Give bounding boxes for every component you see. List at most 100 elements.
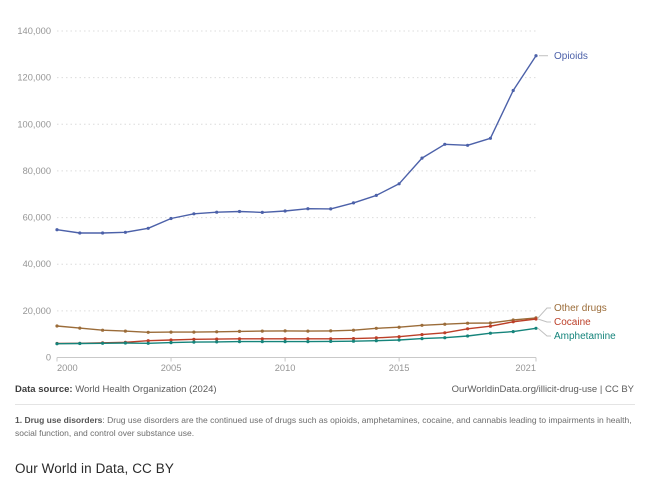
amphetamine-point <box>374 339 378 343</box>
opioids-point <box>237 209 242 214</box>
amphetamine-point <box>123 341 127 345</box>
cocaine-point <box>283 337 287 341</box>
other-drugs-point <box>123 329 127 333</box>
amphetamine-point <box>237 340 242 344</box>
data-source[interactable]: Data source: World Health Organization (… <box>15 384 217 395</box>
cocaine-point <box>397 335 401 339</box>
opioids-point <box>78 231 82 235</box>
other-drugs-point <box>101 328 105 332</box>
amphetamine-point <box>78 341 82 346</box>
data-source-value[interactable]: World Health Organization (2024) <box>75 384 217 395</box>
y-axis-tick-label: 140,000 <box>17 26 51 36</box>
x-axis-tick-label: 2000 <box>57 363 78 373</box>
y-axis-tick-label: 100,000 <box>17 119 51 129</box>
cocaine-label[interactable]: Cocaine <box>554 317 591 328</box>
other-drugs-point <box>283 329 287 333</box>
amphetamine-point <box>511 330 515 334</box>
cocaine-point <box>329 337 333 341</box>
other-drugs-point <box>146 330 150 334</box>
footer-divider <box>15 404 635 405</box>
amphetamine-point <box>351 339 356 343</box>
amphetamine-point <box>260 340 264 344</box>
cocaine-point <box>237 337 242 341</box>
opioids-point <box>466 143 470 147</box>
x-axis-tick-label: 2005 <box>161 363 182 373</box>
x-axis-tick-label: 2010 <box>275 363 296 373</box>
amphetamine-point <box>283 340 287 344</box>
y-axis-tick-label: 20,000 <box>23 306 51 316</box>
owid-link[interactable]: OurWorldinData.org/illicit-drug-use | CC… <box>451 384 634 395</box>
other-drugs-point <box>488 321 492 325</box>
other-drugs-line[interactable] <box>56 317 537 333</box>
amphetamine-point <box>192 340 196 344</box>
other-drugs-point <box>215 330 219 334</box>
chart-footer: Data source: World Health Organization (… <box>0 380 650 476</box>
opioids-point <box>283 209 287 213</box>
cocaine-point <box>420 333 424 337</box>
cocaine-point <box>260 337 264 341</box>
opioids-point <box>146 226 150 230</box>
amphetamine-point <box>534 326 538 330</box>
amphetamine-point <box>329 339 333 343</box>
source-row: Data source: World Health Organization (… <box>0 380 650 395</box>
x-axis-tick-label: 2015 <box>389 363 410 373</box>
amphetamine-point <box>169 341 173 345</box>
cocaine-point <box>169 338 173 342</box>
y-axis-tick-label: 80,000 <box>23 166 51 176</box>
opioids-point <box>169 216 173 221</box>
amphetamine-point <box>215 340 219 344</box>
other-drugs-point <box>466 321 470 325</box>
amphetamine-point <box>146 341 150 345</box>
y-axis-tick-label: 0 <box>46 353 51 363</box>
other-drugs-point <box>55 324 59 328</box>
other-drugs-connector <box>537 307 551 319</box>
cocaine-point <box>534 317 538 321</box>
cocaine-point <box>511 320 515 324</box>
opioids-point <box>329 207 333 211</box>
cocaine-line[interactable] <box>56 318 537 345</box>
data-source-label: Data source: <box>15 384 73 395</box>
other-drugs-point <box>169 330 173 334</box>
amphetamine-point <box>101 341 105 345</box>
amphetamine-label[interactable]: Amphetamine <box>554 331 616 342</box>
opioids-point <box>443 142 447 146</box>
opioids-line[interactable] <box>56 55 537 234</box>
cocaine-point <box>215 337 219 341</box>
cocaine-point <box>192 337 196 341</box>
other-drugs-point <box>237 329 242 333</box>
opioids-label[interactable]: Opioids <box>554 51 588 62</box>
other-drugs-label[interactable]: Other drugs <box>554 303 607 314</box>
line-chart[interactable]: 0 20,000 40,000 60,000 80,000 100,000 120,000 1… <box>0 0 650 380</box>
opioids-point <box>534 54 538 58</box>
footnote-text: : Drug use disorders are the continued u… <box>15 415 632 439</box>
page-caption: Our World in Data, CC BY <box>15 461 174 477</box>
cocaine-point <box>488 324 492 328</box>
amphetamine-connector <box>537 327 551 337</box>
cocaine-connector <box>537 318 551 323</box>
other-drugs-point <box>260 329 264 333</box>
other-drugs-point <box>374 326 378 330</box>
other-drugs-point <box>397 325 401 329</box>
other-drugs-point <box>329 329 333 333</box>
y-axis-tick-label: 60,000 <box>23 213 51 223</box>
amphetamine-point <box>420 337 424 341</box>
amphetamine-point <box>488 331 492 335</box>
x-axis-tick-label: 2021 <box>515 363 536 373</box>
y-axis-tick-label: 40,000 <box>23 259 51 269</box>
other-drugs-point <box>351 328 356 332</box>
cocaine-point <box>351 337 356 341</box>
opioids-point <box>192 212 196 216</box>
footnote: 1. Drug use disorders: Drug use disorder… <box>15 414 632 440</box>
other-drugs-point <box>306 329 310 333</box>
opioids-point <box>420 156 424 160</box>
cocaine-point <box>306 337 310 341</box>
amphetamine-line[interactable] <box>56 327 537 345</box>
opioids-point <box>374 193 378 197</box>
opioids-point <box>488 136 492 140</box>
other-drugs-point <box>78 326 82 330</box>
amphetamine-point <box>443 336 447 340</box>
cocaine-point <box>443 331 447 335</box>
cocaine-point <box>374 336 378 340</box>
opioids-point <box>55 228 59 232</box>
